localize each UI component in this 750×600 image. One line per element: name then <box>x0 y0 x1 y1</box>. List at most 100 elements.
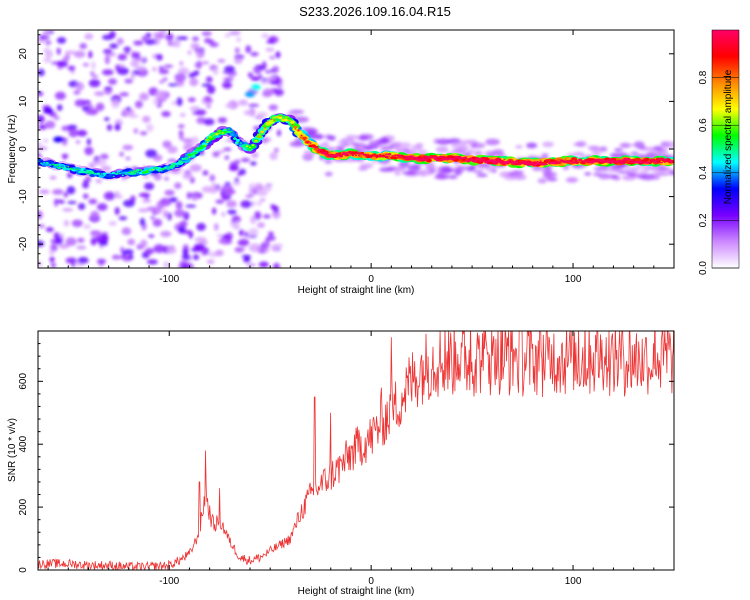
y-tick-label: 0 <box>18 567 29 573</box>
noise-blob <box>77 237 85 243</box>
ridge-cell <box>376 156 379 159</box>
noise-blob <box>117 53 127 61</box>
noise-blob <box>209 174 216 182</box>
noise-blob <box>234 221 239 229</box>
ridge-cell <box>152 169 155 171</box>
ridge-cell <box>473 159 476 161</box>
ridge-cell <box>84 171 89 174</box>
noise-blob <box>544 171 558 178</box>
ridge-cell <box>445 158 448 160</box>
noise-blob <box>662 141 674 149</box>
ridge-cell <box>636 161 639 163</box>
ridge-cell <box>521 161 524 163</box>
ridge-cell <box>248 149 252 152</box>
noise-blob <box>45 227 54 233</box>
noise-blob <box>130 72 136 80</box>
noise-blob <box>411 144 422 152</box>
spectral-feature <box>228 165 239 172</box>
ridge-cell <box>454 158 457 160</box>
noise-blob <box>90 230 101 238</box>
noise-blob <box>156 54 163 61</box>
ridge-cell <box>357 152 361 155</box>
ridge-cell <box>581 161 586 164</box>
noise-blob <box>511 169 524 176</box>
ridge-cell <box>87 171 92 174</box>
ridge-cell <box>245 145 249 147</box>
ridge-cell <box>121 174 124 177</box>
noise-blob <box>160 230 172 238</box>
ridge-cell <box>238 144 243 147</box>
noise-blob <box>139 208 147 213</box>
ridge-cell <box>73 168 76 170</box>
colorbar-tick-label: 0.0 <box>698 261 709 275</box>
ridge-cell <box>264 127 267 129</box>
ridge-cell <box>94 173 97 175</box>
noise-blob <box>237 172 243 176</box>
ridge-cell <box>108 173 113 176</box>
ridge-cell <box>467 159 470 161</box>
ridge-cell <box>573 162 576 164</box>
noise-blob <box>584 172 592 176</box>
noise-blob <box>192 254 200 260</box>
ridge-cell <box>52 163 55 166</box>
noise-blob <box>419 169 435 176</box>
ridge-cell <box>323 151 328 154</box>
ridge-cell <box>448 157 451 160</box>
colorbar-ticks: 0.0 0.2 0.4 0.6 0.8 <box>698 70 739 275</box>
spectrogram-y-label: Frequency (Hz) <box>7 115 18 184</box>
noise-blob <box>100 153 109 160</box>
ridge-cell <box>569 159 573 162</box>
noise-blob <box>265 236 271 243</box>
noise-blob <box>245 45 252 54</box>
ridge-cell <box>124 173 127 175</box>
ridge-cell <box>409 158 412 161</box>
spectral-feature <box>224 188 235 195</box>
noise-blob <box>620 142 631 149</box>
noise-blob <box>96 258 107 265</box>
ridge-cell <box>102 172 107 175</box>
ridge-cell <box>512 160 515 163</box>
noise-blob <box>38 142 43 146</box>
ridge-cell <box>157 167 162 170</box>
ridge-cell <box>563 162 567 164</box>
noise-blob <box>58 243 70 249</box>
ridge-cell <box>129 172 134 175</box>
ridge-cell <box>227 128 230 130</box>
ridge-cell <box>194 150 197 152</box>
noise-blob <box>243 110 254 116</box>
noise-blob <box>177 225 186 234</box>
noise-blob <box>473 169 484 174</box>
noise-blob <box>238 229 244 237</box>
ridge-cell <box>229 133 234 136</box>
snr-y-label: SNR (10 * v/v) <box>7 418 18 482</box>
noise-blob <box>247 103 260 107</box>
ridge-cell <box>103 174 106 177</box>
ridge-cell <box>111 171 116 175</box>
noise-blob <box>221 212 226 217</box>
noise-blob <box>624 166 641 172</box>
noise-blob <box>224 155 229 160</box>
snr-plot-area <box>38 331 674 570</box>
noise-blob <box>261 61 267 71</box>
noise-blob <box>68 128 79 138</box>
ridge-cell <box>291 124 294 126</box>
y-tick-label: 400 <box>18 435 29 452</box>
noise-blob <box>262 214 271 219</box>
ridge-cell <box>266 121 271 125</box>
ridge-cell <box>300 134 303 137</box>
ridge-cell <box>285 117 288 120</box>
ridge-cell <box>257 133 262 136</box>
ridge-cell <box>435 159 440 162</box>
noise-blob <box>111 254 121 260</box>
noise-blob <box>53 115 60 121</box>
noise-blob <box>658 167 671 172</box>
ridge-cell <box>515 159 518 162</box>
noise-blob <box>448 175 458 179</box>
ridge-cell <box>421 157 424 159</box>
ridge-cell <box>344 153 349 156</box>
ridge-cell <box>66 167 71 171</box>
noise-blob <box>642 176 654 181</box>
noise-blob <box>187 97 197 103</box>
noise-blob <box>165 33 174 42</box>
